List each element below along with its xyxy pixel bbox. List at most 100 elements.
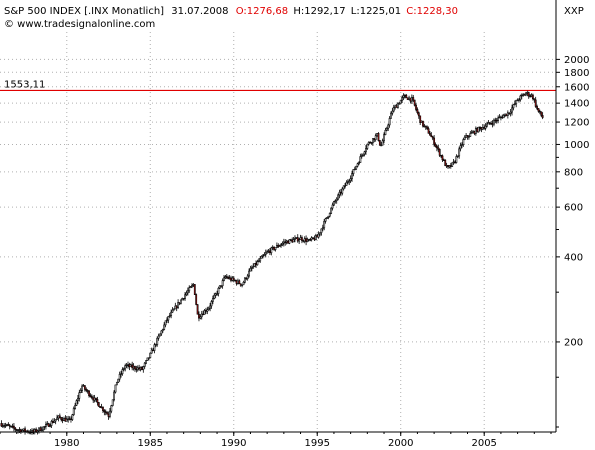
- candle-body: [149, 352, 152, 359]
- candle-body: [262, 255, 264, 257]
- date-label: 31.07.2008: [171, 6, 228, 17]
- candle-body: [281, 242, 284, 245]
- candle-body: [142, 366, 145, 370]
- candle-body: [387, 124, 390, 129]
- candle-body: [271, 246, 274, 249]
- candle-body: [479, 126, 481, 129]
- candle-body: [18, 429, 21, 431]
- x-tick-label: 2000: [388, 438, 413, 449]
- candle-body: [466, 135, 469, 138]
- candle-body: [274, 247, 277, 250]
- candle-body: [213, 294, 216, 299]
- candle-body: [117, 378, 120, 383]
- candle-body: [127, 364, 129, 366]
- candle-body: [444, 159, 447, 167]
- candle-body: [106, 412, 109, 415]
- close-label: C:1228,30: [406, 6, 458, 17]
- candle-body: [298, 239, 301, 242]
- candle-body: [93, 397, 96, 401]
- candle-body: [249, 267, 252, 272]
- candle-body: [333, 201, 335, 206]
- candle-body: [365, 148, 367, 153]
- candle-body: [134, 366, 136, 370]
- candle-body: [96, 399, 99, 403]
- candle-body: [331, 204, 334, 209]
- candle-body: [83, 385, 86, 390]
- candle-body: [487, 122, 490, 125]
- candle-body: [206, 309, 209, 312]
- candle-body: [252, 266, 255, 269]
- candle-body: [135, 368, 138, 371]
- candle-body: [235, 280, 238, 284]
- candle-body: [71, 414, 74, 420]
- candle-body: [115, 381, 118, 386]
- candle-body: [417, 112, 420, 117]
- candle-body: [13, 425, 15, 429]
- candle-body: [296, 237, 299, 242]
- candle-body: [305, 238, 308, 242]
- candle-body: [118, 374, 121, 380]
- candle-body: [97, 402, 100, 407]
- candle-body: [228, 277, 231, 279]
- candle-body: [88, 390, 90, 396]
- candle-body: [367, 141, 370, 145]
- candle-body: [320, 228, 323, 233]
- candle-body: [168, 315, 171, 317]
- candle-body: [399, 99, 402, 104]
- candle-body: [17, 429, 19, 432]
- candle-body: [3, 425, 6, 427]
- candle-body: [141, 367, 143, 370]
- candle-body: [342, 185, 345, 190]
- x-tick-label: 1990: [221, 438, 246, 449]
- candle-body: [438, 148, 441, 156]
- candle-body: [14, 427, 17, 430]
- candle-body: [246, 275, 249, 279]
- candle-body: [366, 143, 369, 149]
- candle-body: [100, 406, 103, 409]
- candle-body: [461, 144, 463, 146]
- candle-body: [227, 276, 230, 279]
- candle-body: [75, 400, 78, 406]
- candle-body: [125, 364, 128, 367]
- candle-body: [371, 138, 374, 143]
- candle-body: [50, 421, 53, 426]
- candle-body: [502, 115, 505, 119]
- candle-body: [326, 217, 328, 219]
- candle-body: [275, 245, 278, 248]
- candle-body: [238, 280, 241, 284]
- candle-body: [352, 169, 355, 174]
- candle-body: [57, 415, 60, 419]
- candle-body: [67, 418, 70, 420]
- candle-body: [211, 298, 214, 302]
- candle-body: [406, 97, 409, 100]
- candle-body: [266, 251, 269, 254]
- candle-body: [462, 139, 465, 145]
- candle-body: [512, 104, 515, 109]
- candle-body: [473, 131, 476, 134]
- candle-body: [540, 111, 543, 116]
- candle-body: [501, 116, 504, 119]
- candle-body: [424, 125, 427, 128]
- candle-body: [46, 423, 49, 425]
- candle-body: [383, 134, 385, 142]
- candle-body: [523, 94, 526, 96]
- candle-body: [422, 120, 424, 127]
- candle-body: [484, 125, 487, 129]
- candle-body: [476, 128, 479, 133]
- candle-body: [157, 335, 160, 339]
- candle-body: [111, 399, 114, 406]
- candle-body: [434, 144, 437, 147]
- candle-body: [500, 116, 502, 119]
- candle-body: [497, 117, 500, 121]
- candle-body: [515, 99, 518, 105]
- candle-body: [1, 425, 4, 427]
- candle-body: [114, 384, 117, 393]
- candle-body: [0, 423, 3, 427]
- candle-body: [397, 103, 399, 108]
- candle-body: [337, 194, 340, 200]
- candle-body: [186, 290, 189, 294]
- candle-body: [505, 113, 508, 116]
- candle-body: [395, 105, 398, 108]
- candle-body: [454, 161, 456, 163]
- candle-body: [392, 107, 395, 112]
